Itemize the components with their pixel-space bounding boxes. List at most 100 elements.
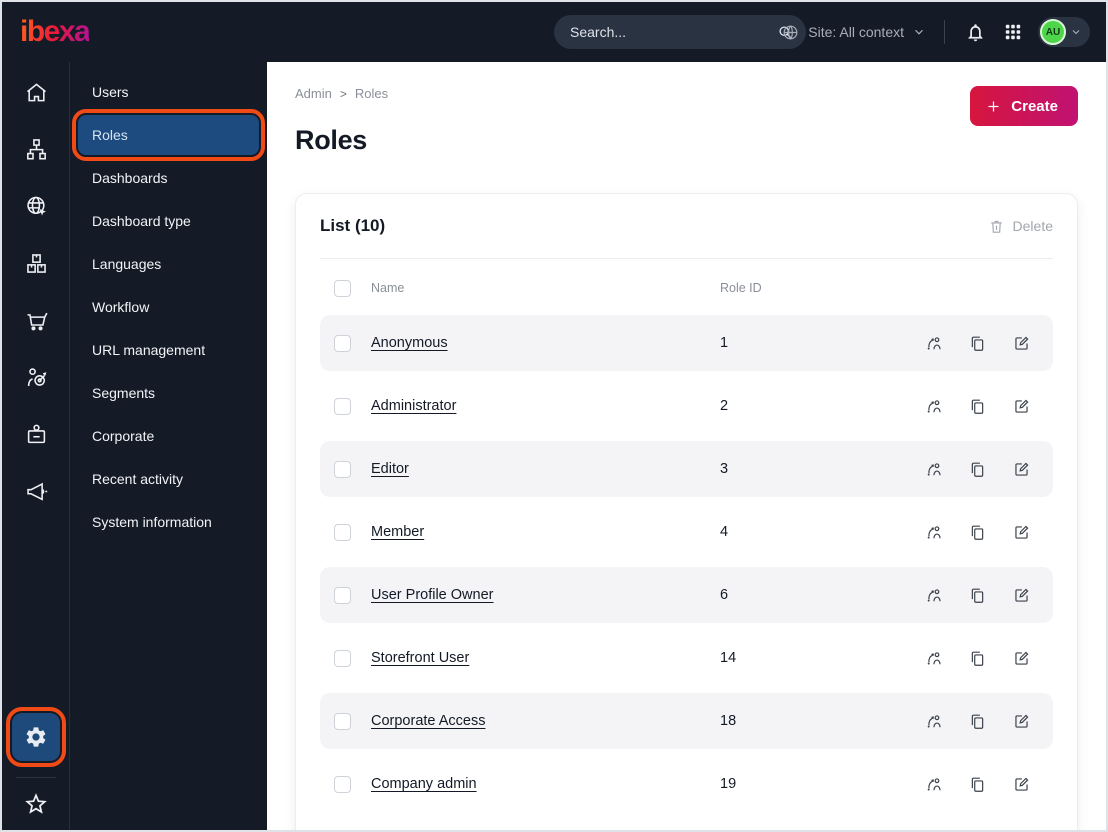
sidebar-item-label: Roles <box>92 127 128 143</box>
settings-button[interactable] <box>6 707 66 767</box>
rail-item-site[interactable] <box>18 190 54 222</box>
assign-users-button[interactable] <box>924 334 943 353</box>
copy-role-button[interactable] <box>968 334 987 353</box>
role-name-link[interactable]: Corporate Access <box>371 713 486 729</box>
home-icon <box>23 79 50 106</box>
rail-item-campaigns[interactable] <box>18 475 54 507</box>
sidebar-item-dashboards[interactable]: Dashboards <box>78 158 259 198</box>
list-title: List (10) <box>320 216 386 235</box>
site-context-switcher[interactable]: Site: All context <box>781 23 926 42</box>
row-checkbox[interactable] <box>334 775 351 793</box>
copy-icon <box>968 712 987 731</box>
sidebar-item-workflow[interactable]: Workflow <box>78 287 259 327</box>
row-checkbox[interactable] <box>334 649 351 667</box>
rail-item-commerce[interactable] <box>18 304 54 336</box>
sidebar-item-dashboard-type[interactable]: Dashboard type <box>78 201 259 241</box>
assign-users-button[interactable] <box>924 460 943 479</box>
copy-icon <box>968 649 987 668</box>
sidebar-item-system-information[interactable]: System information <box>78 502 259 542</box>
row-checkbox[interactable] <box>334 523 351 541</box>
assign-user-icon <box>924 586 943 605</box>
role-id-value: 1 <box>720 335 729 351</box>
sidebar-item-label: Recent activity <box>92 471 184 487</box>
row-checkbox[interactable] <box>334 712 351 730</box>
edit-role-button[interactable] <box>1012 586 1031 605</box>
global-search[interactable] <box>554 15 806 49</box>
site-context-label: Site: All context <box>808 24 904 40</box>
admin-sidebar: Users Roles Dashboards Dashboard type La… <box>70 62 267 830</box>
rail-item-content-structure[interactable] <box>18 133 54 165</box>
user-menu[interactable]: AU <box>1038 17 1090 47</box>
copy-role-button[interactable] <box>968 586 987 605</box>
sidebar-item-segments[interactable]: Segments <box>78 373 259 413</box>
assign-users-button[interactable] <box>924 712 943 731</box>
delete-button[interactable]: Delete <box>988 218 1053 235</box>
role-name-link[interactable]: Company admin <box>371 776 477 792</box>
role-name-link[interactable]: Administrator <box>371 398 457 414</box>
assign-users-button[interactable] <box>924 649 943 668</box>
edit-role-button[interactable] <box>1012 649 1031 668</box>
rail-item-home[interactable] <box>18 76 54 108</box>
sidebar-item-roles[interactable]: Roles <box>72 109 265 161</box>
search-input[interactable] <box>570 24 776 40</box>
copy-role-button[interactable] <box>968 523 987 542</box>
edit-icon <box>1012 649 1031 668</box>
edit-icon <box>1012 460 1031 479</box>
assign-users-button[interactable] <box>924 523 943 542</box>
assign-users-button[interactable] <box>924 775 943 794</box>
row-checkbox[interactable] <box>334 397 351 415</box>
role-id-value: 18 <box>720 713 737 729</box>
app-grid-icon <box>1004 23 1022 41</box>
sidebar-item-languages[interactable]: Languages <box>78 244 259 284</box>
delete-button-label: Delete <box>1012 218 1053 234</box>
table-row: Storefront User 14 <box>320 630 1053 686</box>
copy-role-button[interactable] <box>968 460 987 479</box>
rail-item-personalization[interactable] <box>18 361 54 393</box>
copy-role-button[interactable] <box>968 712 987 731</box>
ibexa-logo[interactable]: ibexa <box>20 15 91 48</box>
role-name-link[interactable]: Anonymous <box>371 335 448 351</box>
table-row: Member 4 <box>320 504 1053 560</box>
avatar: AU <box>1040 19 1066 45</box>
edit-role-button[interactable] <box>1012 460 1031 479</box>
topbar-right-cluster: Site: All context <box>781 2 1090 62</box>
favorites-button[interactable] <box>18 788 54 820</box>
edit-role-button[interactable] <box>1012 334 1031 353</box>
rail-item-corporate[interactable] <box>18 418 54 450</box>
globe-icon <box>781 23 800 42</box>
role-id-value: 4 <box>720 524 729 540</box>
row-checkbox[interactable] <box>334 334 351 352</box>
sidebar-item-url-management[interactable]: URL management <box>78 330 259 370</box>
edit-role-button[interactable] <box>1012 775 1031 794</box>
rail-item-products[interactable] <box>18 247 54 279</box>
sidebar-item-recent-activity[interactable]: Recent activity <box>78 459 259 499</box>
edit-role-button[interactable] <box>1012 712 1031 731</box>
select-all-checkbox[interactable] <box>334 279 351 297</box>
app-switcher-button[interactable] <box>1002 21 1024 43</box>
assign-users-button[interactable] <box>924 586 943 605</box>
copy-role-button[interactable] <box>968 397 987 416</box>
edit-role-button[interactable] <box>1012 523 1031 542</box>
row-checkbox[interactable] <box>334 586 351 604</box>
create-button-label: Create <box>1011 97 1058 115</box>
notifications-button[interactable] <box>963 20 988 45</box>
edit-role-button[interactable] <box>1012 397 1031 416</box>
role-name-link[interactable]: Member <box>371 524 425 540</box>
breadcrumb-item-roles: Roles <box>354 86 389 101</box>
role-name-link[interactable]: Editor <box>371 461 409 477</box>
create-button[interactable]: Create <box>970 86 1078 126</box>
topbar-divider <box>944 20 945 44</box>
breadcrumb-item-admin[interactable]: Admin <box>295 86 332 101</box>
copy-role-button[interactable] <box>968 775 987 794</box>
copy-role-button[interactable] <box>968 649 987 668</box>
row-checkbox[interactable] <box>334 460 351 478</box>
role-name-link[interactable]: Storefront User <box>371 650 470 666</box>
assign-users-button[interactable] <box>924 397 943 416</box>
sidebar-item-corporate[interactable]: Corporate <box>78 416 259 456</box>
sidebar-item-users[interactable]: Users <box>78 72 259 112</box>
roles-table-body: Anonymous 1 <box>320 315 1053 812</box>
edit-icon <box>1012 586 1031 605</box>
content-tree-icon <box>23 136 50 163</box>
role-name-link[interactable]: User Profile Owner <box>371 587 494 603</box>
role-id-value: 19 <box>720 776 737 792</box>
